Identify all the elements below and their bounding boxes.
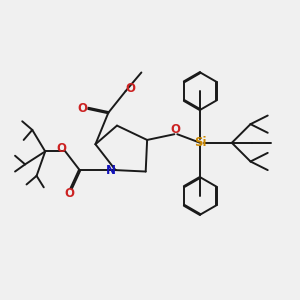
- Text: N: N: [105, 164, 116, 177]
- Text: O: O: [125, 82, 135, 95]
- Text: Si: Si: [194, 136, 206, 149]
- Text: O: O: [77, 102, 87, 115]
- Text: O: O: [171, 122, 181, 136]
- Text: O: O: [64, 188, 75, 200]
- Text: O: O: [57, 142, 67, 155]
